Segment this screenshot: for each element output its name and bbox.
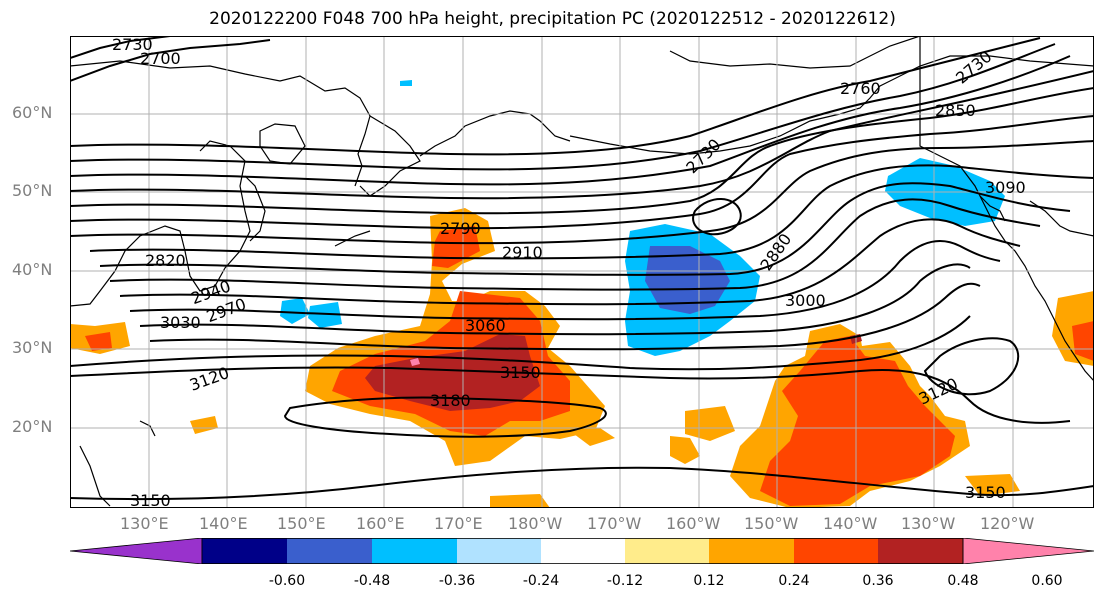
- map-frame: [70, 36, 1094, 508]
- lon-label-130e: 130°E: [120, 514, 169, 533]
- lon-label-130w: 130°W: [901, 514, 956, 533]
- colorbar-label: -0.12: [606, 573, 644, 589]
- contour-label: 2760: [840, 79, 881, 98]
- colorbar: [70, 538, 1094, 564]
- lon-label-150e: 150°E: [277, 514, 326, 533]
- contour-label: 3060: [465, 316, 506, 335]
- colorbar-label: 0.36: [862, 573, 894, 589]
- contour-label: 2850: [935, 101, 976, 120]
- lon-label-180w: 180°W: [508, 514, 563, 533]
- colorbar-extend-low: [70, 538, 203, 564]
- contour-label: 2910: [502, 243, 543, 262]
- colorbar-label: 0.60: [1031, 573, 1063, 589]
- colorbar-label: 0.24: [778, 573, 810, 589]
- map-title: 2020122200 F048 700 hPa height, precipit…: [209, 9, 896, 29]
- contour-label: 2700: [140, 49, 181, 68]
- contour-label: 3150: [965, 483, 1006, 502]
- lon-label-160w: 160°W: [666, 514, 721, 533]
- colorbar-label: -0.60: [268, 573, 306, 589]
- lon-label-140w: 140°W: [823, 514, 878, 533]
- contour-label: 2730: [682, 135, 724, 177]
- contour-label: 3000: [785, 291, 826, 310]
- contour-label: 3150: [500, 363, 541, 382]
- colorbar-bin: [457, 538, 541, 564]
- lon-label-170e: 170°E: [434, 514, 483, 533]
- colorbar-label: 0.48: [947, 573, 979, 589]
- lat-label-30n: 30°N: [12, 338, 53, 357]
- colorbar-bin: [709, 538, 794, 564]
- colorbar-bin: [878, 538, 963, 564]
- colorbar-bin: [372, 538, 457, 564]
- lat-label-60n: 60°N: [12, 103, 53, 122]
- lon-label-120w: 120°W: [980, 514, 1035, 533]
- colorbar-bin: [202, 538, 287, 564]
- map-panel: 2730 2700 2760 2730 2850 2790 2910 2880 …: [70, 36, 1094, 508]
- colorbar-bin: [287, 538, 372, 564]
- contour-label: 2790: [440, 219, 481, 238]
- colorbar-bin: [625, 538, 709, 564]
- lon-label-140e: 140°E: [199, 514, 248, 533]
- contour-label: 3150: [130, 491, 171, 508]
- lat-label-50n: 50°N: [12, 181, 53, 200]
- contour-label: 2730: [952, 47, 995, 88]
- lat-label-20n: 20°N: [12, 417, 53, 436]
- colorbar-bin: [794, 538, 878, 564]
- height-contours: [70, 36, 1094, 501]
- lon-label-160e: 160°E: [356, 514, 405, 533]
- lon-label-150w: 150°W: [744, 514, 799, 533]
- colorbar-bin: [541, 538, 625, 564]
- colorbar-extend-high: [962, 538, 1094, 564]
- colorbar-label: -0.24: [522, 573, 560, 589]
- contour-label: 2730: [112, 36, 153, 54]
- lon-label-170w: 170°W: [587, 514, 642, 533]
- colorbar-label: -0.36: [438, 573, 476, 589]
- contour-label: 3180: [430, 391, 471, 410]
- contour-label: 2880: [756, 230, 795, 274]
- colorbar-label: 0.12: [693, 573, 725, 589]
- colorbar-label: -0.48: [353, 573, 391, 589]
- contour-label: 2820: [145, 251, 186, 270]
- lat-label-40n: 40°N: [12, 260, 53, 279]
- contour-label: 3120: [187, 363, 232, 395]
- contour-label: 3090: [985, 178, 1026, 197]
- contour-label: 3030: [160, 313, 201, 332]
